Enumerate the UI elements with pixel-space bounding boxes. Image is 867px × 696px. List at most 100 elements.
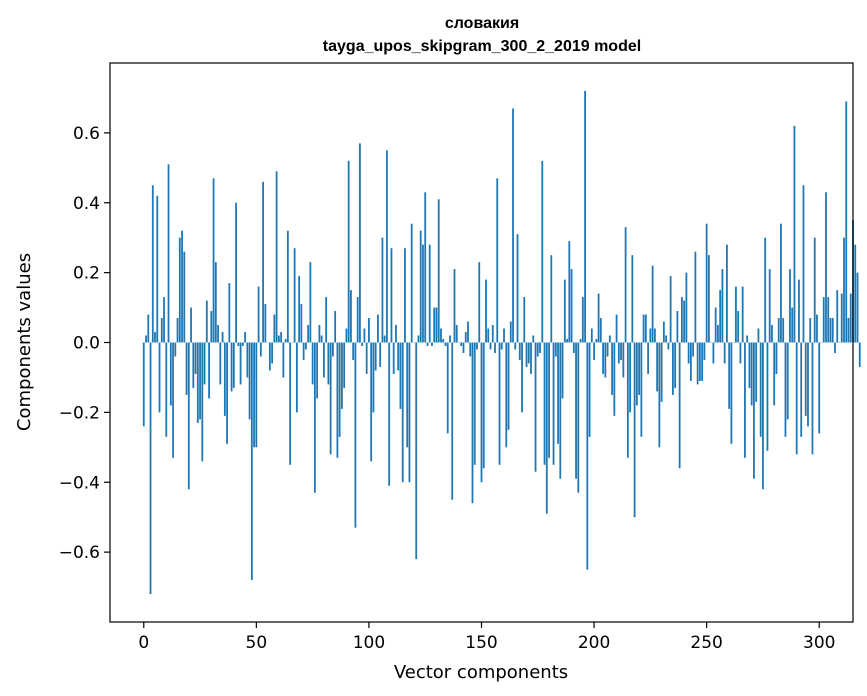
bars-group [142, 90, 861, 595]
bar-component-146 [471, 342, 474, 504]
bar-component-127 [428, 244, 431, 343]
bar-component-289 [793, 125, 796, 343]
bar-component-24 [196, 342, 199, 423]
bar-component-96 [359, 143, 361, 343]
bar-component-61 [280, 332, 283, 343]
bar-component-188 [566, 339, 568, 343]
bar-component-13 [172, 342, 174, 458]
bar-component-253 [712, 342, 715, 364]
bar-component-298 [813, 237, 816, 343]
bar-component-100 [368, 318, 370, 343]
bar-component-274 [759, 342, 762, 437]
bar-component-156 [494, 342, 496, 353]
y-tick-label: −0.6 [59, 543, 100, 563]
bar-component-311 [843, 237, 845, 343]
bar-component-110 [390, 248, 393, 343]
bar-component-157 [496, 178, 499, 343]
bar-component-294 [804, 342, 807, 416]
bar-component-121 [415, 342, 418, 560]
bar-component-223 [644, 314, 647, 343]
bar-component-45 [244, 332, 246, 343]
bar-component-187 [563, 279, 566, 343]
y-tick-label: −0.4 [59, 473, 100, 493]
bar-component-6 [156, 195, 159, 343]
bar-component-73 [307, 325, 310, 343]
bar-component-128 [431, 342, 433, 346]
bar-component-107 [383, 335, 386, 343]
bar-component-115 [401, 342, 404, 483]
bar-component-124 [422, 244, 424, 343]
bar-component-179 [545, 342, 548, 514]
bar-component-238 [678, 342, 681, 469]
bar-component-35 [221, 332, 224, 343]
bar-component-172 [530, 342, 532, 374]
bar-component-86 [336, 342, 339, 458]
bar-component-117 [406, 342, 409, 448]
bar-component-194 [579, 339, 582, 343]
bar-component-28 [205, 300, 208, 343]
bar-component-105 [379, 342, 382, 367]
bar-component-16 [178, 237, 181, 343]
bar-component-62 [282, 342, 285, 378]
bar-component-10 [165, 342, 168, 437]
bar-component-21 [190, 307, 192, 343]
bar-component-101 [370, 342, 373, 462]
bar-component-152 [485, 279, 487, 343]
bar-component-308 [836, 290, 839, 343]
bar-component-239 [680, 297, 683, 343]
bar-component-25 [199, 342, 201, 420]
y-axis-label: Components values [14, 253, 35, 431]
bar-component-163 [509, 321, 512, 343]
bar-component-310 [840, 293, 843, 343]
bar-component-246 [696, 342, 699, 385]
bar-component-242 [687, 342, 690, 364]
bar-component-74 [309, 262, 312, 343]
bar-component-305 [829, 318, 832, 343]
bar-component-234 [669, 276, 672, 343]
bar-component-243 [689, 342, 692, 381]
bar-component-203 [599, 318, 602, 343]
bar-component-54 [264, 304, 267, 343]
bar-component-184 [557, 342, 559, 444]
bar-component-123 [419, 230, 422, 343]
bar-component-79 [320, 335, 323, 343]
bar-component-126 [426, 342, 429, 346]
bar-component-42 [237, 342, 240, 346]
bar-component-282 [777, 318, 780, 343]
bar-component-47 [248, 342, 251, 420]
y-tick-label: −0.2 [59, 403, 100, 423]
bar-component-235 [671, 342, 674, 395]
bar-component-191 [572, 342, 575, 353]
bar-component-88 [341, 342, 343, 409]
bar-component-278 [768, 269, 771, 343]
x-axis-label: Vector components [394, 662, 568, 683]
bar-component-297 [811, 342, 814, 455]
bar-component-260 [728, 342, 731, 409]
bar-component-283 [780, 223, 782, 343]
bar-component-97 [361, 342, 364, 346]
bar-component-159 [500, 342, 503, 350]
bar-component-63 [284, 339, 287, 343]
bar-component-56 [268, 342, 271, 371]
bar-component-220 [638, 342, 641, 395]
bar-component-214 [624, 227, 627, 343]
bar-component-17 [181, 230, 183, 343]
bar-component-57 [271, 342, 274, 364]
bar-component-254 [714, 307, 717, 343]
bar-component-199 [590, 328, 593, 343]
y-tick-label: 0.4 [73, 194, 100, 214]
bar-component-94 [354, 342, 357, 528]
bar-component-264 [737, 311, 740, 343]
bar-component-317 [856, 272, 859, 343]
bar-component-93 [352, 342, 355, 360]
bar-component-205 [604, 342, 607, 378]
bar-component-300 [818, 342, 821, 434]
bar-component-8 [160, 318, 163, 343]
bar-component-104 [377, 314, 379, 343]
bar-component-192 [575, 342, 577, 479]
bar-component-226 [651, 265, 654, 343]
bar-component-303 [825, 192, 827, 343]
bar-component-247 [699, 342, 701, 381]
y-tick-label: 0.2 [73, 264, 100, 284]
